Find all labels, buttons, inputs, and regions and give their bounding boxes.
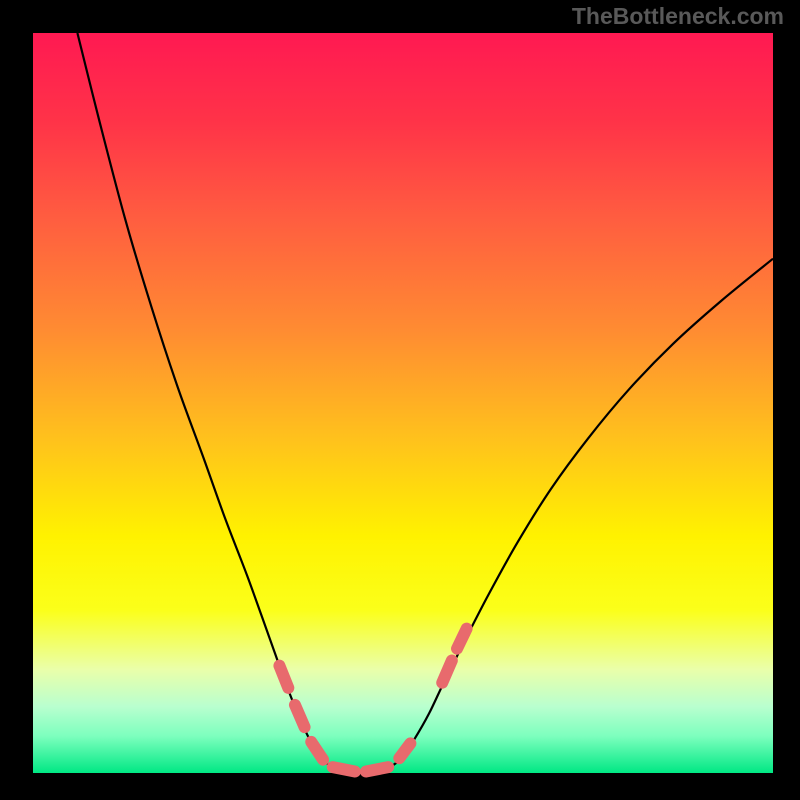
- optimal-marker: [457, 629, 467, 649]
- curve-overlay: [33, 33, 773, 773]
- optimal-marker: [442, 661, 452, 683]
- optimal-marker: [295, 705, 305, 727]
- bottleneck-curve: [77, 33, 773, 773]
- optimal-marker: [311, 742, 323, 760]
- optimal-zone-markers: [279, 629, 466, 772]
- optimal-marker: [399, 743, 410, 758]
- watermark-text: TheBottleneck.com: [572, 3, 784, 30]
- optimal-marker: [333, 767, 355, 771]
- chart-frame: TheBottleneck.com: [0, 0, 800, 800]
- optimal-marker: [279, 666, 288, 688]
- plot-area: [33, 33, 773, 773]
- optimal-marker: [366, 767, 388, 771]
